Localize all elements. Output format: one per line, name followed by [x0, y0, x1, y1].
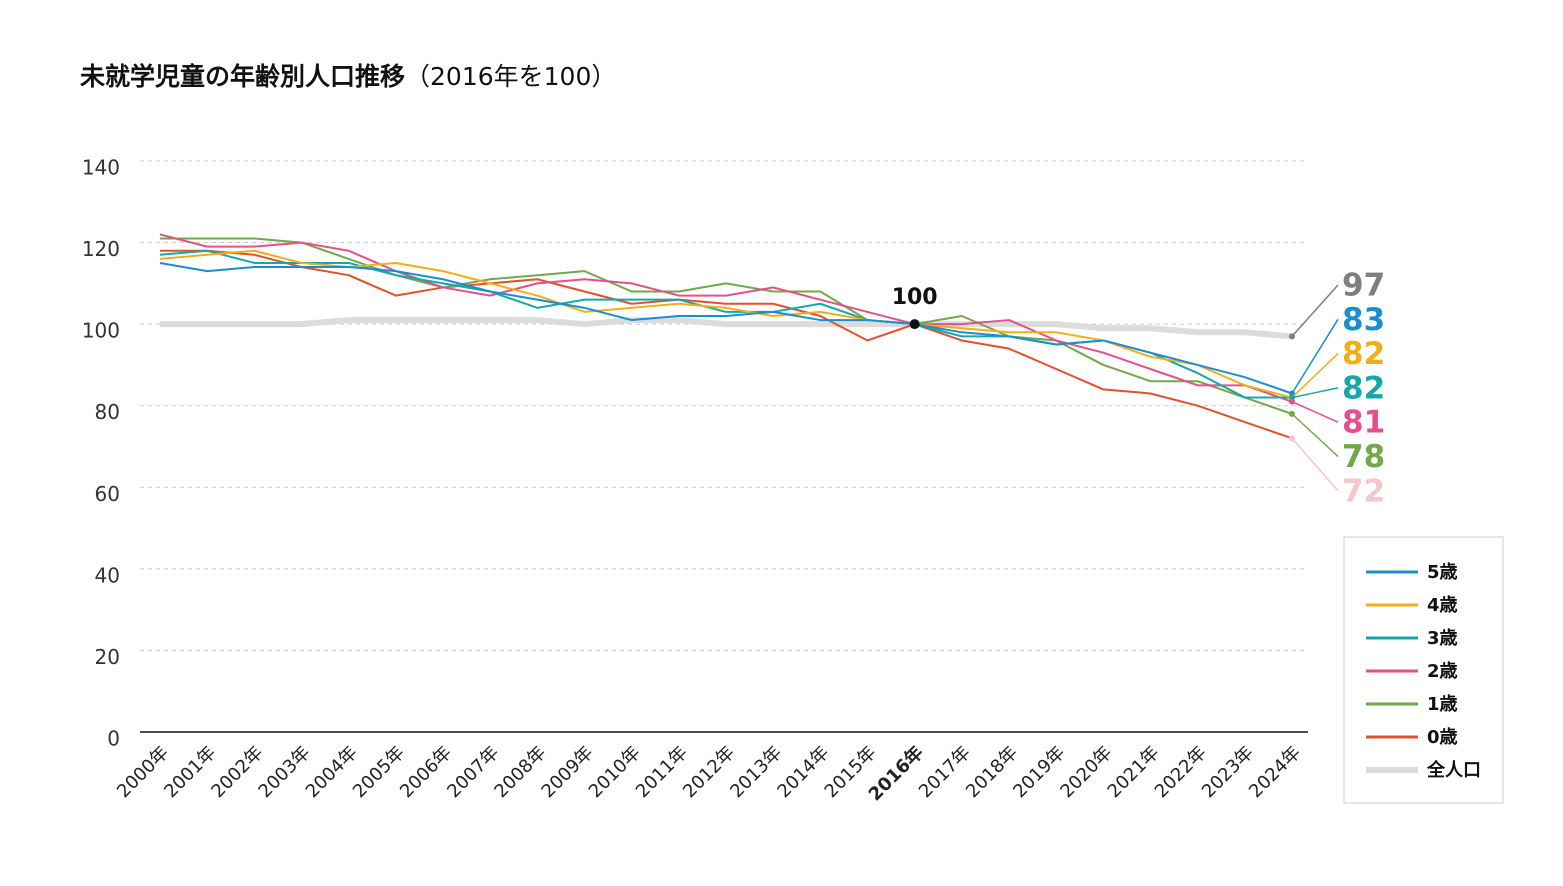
x-tick-label: 2024年 — [1245, 742, 1305, 802]
leader-line — [1291, 353, 1339, 399]
x-tick-label: 2003年 — [255, 742, 315, 802]
end-label: 82 — [1342, 370, 1385, 406]
y-tick-label: 20 — [95, 645, 120, 669]
legend-label: 5歳 — [1427, 562, 1458, 583]
y-tick-label: 80 — [95, 400, 120, 424]
x-tick-label: 2022年 — [1151, 742, 1211, 802]
x-tick-label: 2002年 — [207, 742, 267, 802]
leader-line — [1291, 413, 1339, 458]
x-tick-label: 2013年 — [726, 742, 786, 802]
y-tick-label: 120 — [82, 237, 120, 261]
annotation-dot — [909, 319, 920, 330]
x-tick-label: 2017年 — [915, 742, 975, 802]
end-dot — [1289, 333, 1295, 340]
x-tick-label: 2006年 — [396, 742, 456, 802]
x-tick-label: 2020年 — [1056, 742, 1116, 802]
end-label: 72 — [1342, 473, 1385, 509]
subtitle: （2016年を100） — [405, 62, 616, 91]
y-tick-label: 60 — [95, 482, 120, 506]
x-tick-label: 2014年 — [773, 742, 833, 802]
leader-line — [1291, 284, 1339, 337]
y-tick-label: 0 — [107, 727, 120, 751]
legend-label: 0歳 — [1427, 727, 1458, 748]
title: 未就学児童の年齢別人口推移 — [80, 62, 405, 91]
x-tick-label: 2010年 — [585, 742, 645, 802]
x-tick-label: 2012年 — [679, 742, 739, 802]
x-tick-label: 2018年 — [962, 742, 1022, 802]
x-tick-label: 2009年 — [538, 742, 598, 802]
leader-line — [1291, 437, 1339, 492]
end-label: 81 — [1342, 405, 1385, 441]
x-tick-label: 2008年 — [490, 742, 550, 802]
series-line — [160, 317, 1293, 340]
y-tick-label: 100 — [82, 319, 120, 343]
leader-line — [1291, 318, 1339, 394]
x-tick-label: 2019年 — [1009, 742, 1069, 802]
x-tick-label: 2007年 — [443, 742, 503, 802]
end-dot — [1289, 398, 1295, 405]
series-line — [160, 249, 1293, 440]
end-label: 78 — [1342, 439, 1385, 475]
legend-label: 3歳 — [1427, 628, 1458, 649]
series-line — [159, 233, 1293, 403]
series-line — [159, 261, 1293, 395]
end-label: 82 — [1342, 336, 1385, 372]
chart-title: 未就学児童の年齢別人口推移（2016年を100） — [80, 62, 616, 91]
x-tick-label: 2021年 — [1104, 742, 1164, 802]
legend-label: 全人口 — [1426, 759, 1481, 781]
y-tick-label: 140 — [82, 156, 120, 180]
y-tick-label: 40 — [95, 563, 120, 587]
end-label: 83 — [1342, 302, 1385, 338]
end-dot — [1289, 435, 1295, 442]
x-tick-label: 2005年 — [349, 742, 409, 802]
x-tick-label: 2011年 — [632, 742, 692, 802]
end-label: 97 — [1342, 268, 1385, 304]
end-dot — [1289, 410, 1295, 417]
x-tick-label: 2000年 — [113, 742, 173, 802]
annotation-label: 100 — [892, 285, 938, 310]
x-tick-label: 2023年 — [1198, 742, 1258, 802]
leader-line — [1291, 400, 1339, 423]
x-tick-label: 2004年 — [302, 742, 362, 802]
leader-line — [1291, 387, 1339, 399]
legend-label: 2歳 — [1427, 661, 1458, 682]
x-tick-label: 2001年 — [160, 742, 220, 802]
legend-label: 1歳 — [1427, 694, 1458, 715]
legend-label: 4歳 — [1427, 595, 1458, 616]
series-line — [160, 237, 1293, 415]
